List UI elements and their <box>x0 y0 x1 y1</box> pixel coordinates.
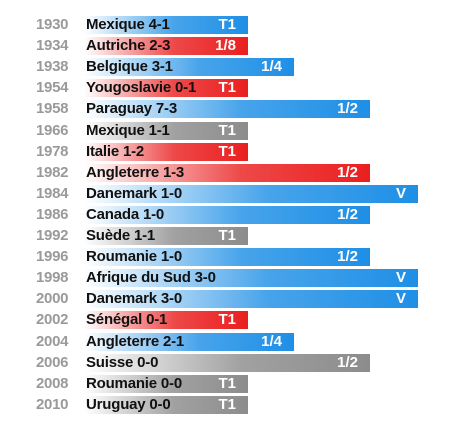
chart-row: 1930 Mexique 4-1 T1 <box>36 16 248 34</box>
year-label: 1966 <box>36 121 69 139</box>
chart-bar <box>84 121 248 140</box>
year-label: 1986 <box>36 205 69 223</box>
match-label: Italie 1-2 <box>86 142 145 160</box>
round-label: T1 <box>218 395 236 413</box>
chart-bar <box>84 311 248 330</box>
round-label: 1/2 <box>337 163 358 181</box>
year-label: 1954 <box>36 79 69 97</box>
match-label: Belgique 3-1 <box>86 58 173 76</box>
chart-bar <box>84 16 248 34</box>
match-label: Autriche 2-3 <box>86 37 171 55</box>
year-label: 2000 <box>36 290 69 308</box>
year-label: 1998 <box>36 269 69 287</box>
round-label: V <box>395 184 406 202</box>
round-label: 1/4 <box>261 58 282 76</box>
chart-bar <box>84 205 370 224</box>
year-label: 1958 <box>36 100 69 118</box>
match-label: Sénégal 0-1 <box>86 311 168 329</box>
chart-row: 1978 Italie 1-2 T1 <box>36 142 248 161</box>
chart-row: 2008 Roumanie 0-0 T1 <box>36 374 248 393</box>
match-label: Roumanie 1-0 <box>86 248 182 266</box>
round-label: T1 <box>218 374 236 392</box>
year-label: 2006 <box>36 353 69 371</box>
chart-bar <box>84 163 370 182</box>
match-label: Danemark 3-0 <box>86 290 182 308</box>
year-label: 1992 <box>36 227 69 244</box>
match-label: Suède 1-1 <box>86 227 156 244</box>
match-label: Uruguay 0-0 <box>86 395 171 413</box>
chart-row: 1986 Canada 1-0 1/2 <box>36 205 370 224</box>
match-label: Suisse 0-0 <box>86 353 159 371</box>
chart-bar <box>84 184 418 203</box>
round-label: T1 <box>218 227 236 244</box>
year-label: 1982 <box>36 163 69 181</box>
year-label: 1938 <box>36 58 69 76</box>
match-label: Mexique 1-1 <box>86 121 170 139</box>
round-label: V <box>395 290 406 308</box>
chart-bar <box>84 353 370 372</box>
chart-row: 1934 Autriche 2-3 1/8 <box>36 37 248 56</box>
chart-row: 2002 Sénégal 0-1 T1 <box>36 311 248 330</box>
chart-bar <box>84 142 248 161</box>
match-label: Canada 1-0 <box>86 205 165 223</box>
chart-row: 2006 Suisse 0-0 1/2 <box>36 353 370 372</box>
chart-bar <box>84 100 370 119</box>
chart-row: 1982 Angleterre 1-3 1/2 <box>36 163 370 182</box>
chart-row: 1954 Yougoslavie 0-1 T1 <box>36 79 248 98</box>
round-label: 1/8 <box>215 37 236 55</box>
chart-bar <box>84 395 248 414</box>
chart-row: 1984 Danemark 1-0 V <box>36 184 418 203</box>
year-label: 1934 <box>36 37 69 55</box>
chart-bar <box>84 227 248 245</box>
match-label: Danemark 1-0 <box>86 184 182 202</box>
round-label: T1 <box>218 311 236 329</box>
chart-row: 1998 Afrique du Sud 3-0 V <box>36 269 418 288</box>
match-label: Roumanie 0-0 <box>86 374 182 392</box>
chart-bar <box>84 374 248 393</box>
match-label: Paraguay 7-3 <box>86 100 177 118</box>
match-label: Angleterre 2-1 <box>86 332 185 350</box>
year-label: 2004 <box>36 332 69 350</box>
chart-row: 2004 Angleterre 2-1 1/4 <box>36 332 294 351</box>
round-label: T1 <box>218 142 236 160</box>
round-label: T1 <box>218 121 236 139</box>
round-label: 1/2 <box>337 353 358 371</box>
chart-bar <box>84 37 248 56</box>
match-label: Angleterre 1-3 <box>86 163 185 181</box>
year-label: 2008 <box>36 374 69 392</box>
match-label: Afrique du Sud 3-0 <box>86 269 216 287</box>
chart-row: 1958 Paraguay 7-3 1/2 <box>36 100 370 119</box>
year-label: 1978 <box>36 142 69 160</box>
chart-bar <box>84 332 294 351</box>
chart-bar <box>84 58 294 77</box>
chart-row: 1938 Belgique 3-1 1/4 <box>36 58 294 77</box>
year-label: 1984 <box>36 184 69 202</box>
chart-row: 1992 Suède 1-1 T1 <box>36 227 248 245</box>
year-label: 2002 <box>36 311 69 329</box>
round-label: 1/4 <box>261 332 282 350</box>
match-label: Yougoslavie 0-1 <box>86 79 197 97</box>
round-label: V <box>395 269 406 287</box>
chart-row: 1966 Mexique 1-1 T1 <box>36 121 248 140</box>
chart-bar <box>84 290 418 309</box>
chart-row: 1996 Roumanie 1-0 1/2 <box>36 248 370 267</box>
chart-bar <box>84 248 370 267</box>
round-label: 1/2 <box>337 100 358 118</box>
round-label: T1 <box>218 79 236 97</box>
round-label: T1 <box>218 16 236 33</box>
chart-bar <box>84 269 418 288</box>
year-label: 1996 <box>36 248 69 266</box>
match-label: Mexique 4-1 <box>86 16 170 33</box>
round-label: 1/2 <box>337 205 358 223</box>
round-label: 1/2 <box>337 248 358 266</box>
chart-bar <box>84 79 248 98</box>
year-label: 1930 <box>36 16 69 33</box>
year-label: 2010 <box>36 395 69 413</box>
chart-row: 2010 Uruguay 0-0 T1 <box>36 395 248 414</box>
chart-row: 2000 Danemark 3-0 V <box>36 290 418 309</box>
